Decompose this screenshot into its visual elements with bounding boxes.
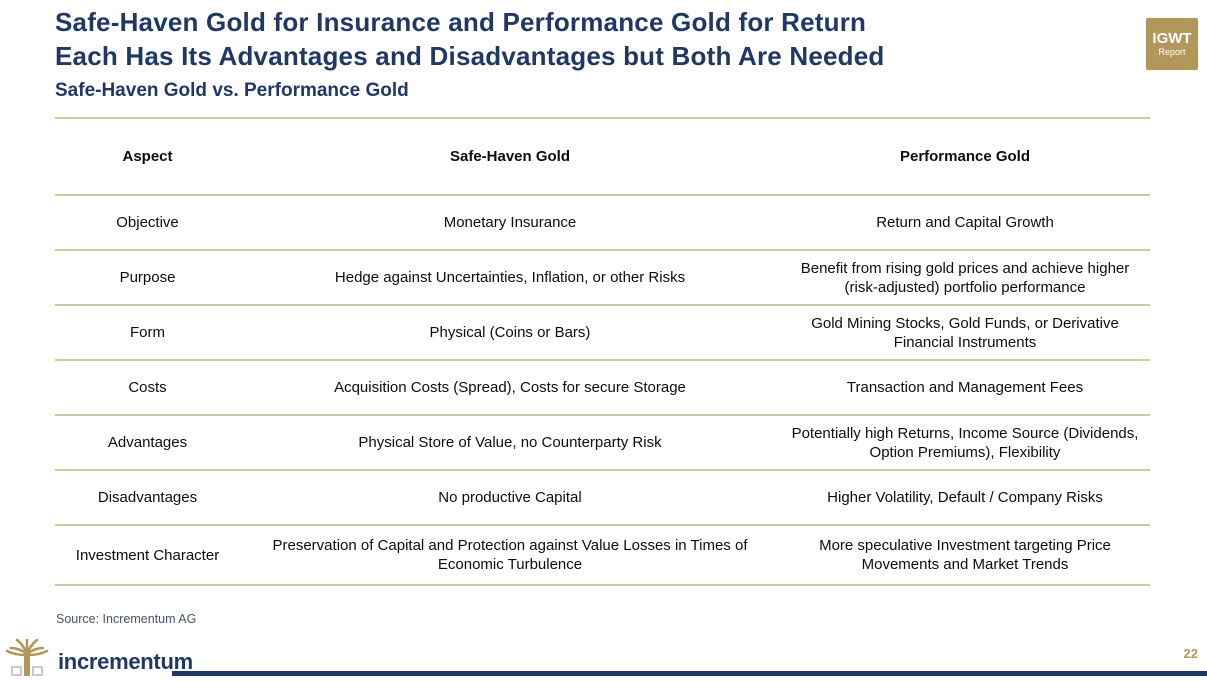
- cell-safe-haven: Physical Store of Value, no Counterparty…: [240, 414, 780, 471]
- table-header-row: Aspect Safe-Haven Gold Performance Gold: [55, 117, 1150, 196]
- source-note: Source: Incrementum AG: [56, 612, 197, 626]
- table-row: Form Physical (Coins or Bars) Gold Mining …: [55, 304, 1150, 361]
- cell-safe-haven: Preservation of Capital and Protection a…: [240, 524, 780, 586]
- cell-performance: Potentially high Returns, Income Source …: [780, 414, 1150, 471]
- column-header-safe-haven-gold: Safe-Haven Gold: [240, 117, 780, 196]
- igwt-report-badge: IGWT Report: [1146, 18, 1198, 70]
- slide-header: Safe-Haven Gold for Insurance and Perfor…: [55, 5, 1095, 102]
- cell-performance: More speculative Investment targeting Pr…: [780, 524, 1150, 586]
- table-row: Investment Character Preservation of Capi…: [55, 524, 1150, 586]
- comparison-table: Aspect Safe-Haven Gold Performance Gold …: [55, 117, 1150, 586]
- cell-safe-haven: No productive Capital: [240, 469, 780, 526]
- cell-performance: Transaction and Management Fees: [780, 359, 1150, 416]
- cell-performance: Benefit from rising gold prices and achi…: [780, 249, 1150, 306]
- cell-aspect: Purpose: [55, 249, 240, 306]
- tree-logo-icon: [5, 638, 49, 681]
- title-line-1: Safe-Haven Gold for Insurance and Perfor…: [55, 7, 867, 37]
- cell-aspect: Disadvantages: [55, 469, 240, 526]
- logo-wordmark: incrementum: [58, 648, 193, 674]
- cell-aspect: Objective: [55, 194, 240, 251]
- page-subtitle: Safe-Haven Gold vs. Performance Gold: [55, 80, 409, 101]
- table-row: Costs Acquisition Costs (Spread), Costs f…: [55, 359, 1150, 416]
- comparison-table-container: Aspect Safe-Haven Gold Performance Gold …: [55, 117, 1150, 586]
- table-row: Purpose Hedge against Uncertainties, Infl…: [55, 249, 1150, 306]
- table-row: Objective Monetary Insurance Return and Ca…: [55, 194, 1150, 251]
- badge-line-2: Report: [1158, 46, 1186, 57]
- title-line-2: Each Has Its Advantages and Disadvantage…: [55, 41, 885, 71]
- table-body: Objective Monetary Insurance Return and Ca…: [55, 194, 1150, 586]
- cell-aspect: Investment Character: [55, 524, 240, 586]
- cell-performance: Gold Mining Stocks, Gold Funds, or Deriv…: [780, 304, 1150, 361]
- column-header-aspect: Aspect: [55, 117, 240, 196]
- cell-aspect: Form: [55, 304, 240, 361]
- footer-bar: [172, 671, 1207, 676]
- incrementum-logo: incrementum: [5, 638, 193, 681]
- cell-safe-haven: Physical (Coins or Bars): [240, 304, 780, 361]
- table-row: Advantages Physical Store of Value, no Co…: [55, 414, 1150, 471]
- cell-safe-haven: Hedge against Uncertainties, Inflation, …: [240, 249, 780, 306]
- cell-performance: Return and Capital Growth: [780, 194, 1150, 251]
- cell-safe-haven: Acquisition Costs (Spread), Costs for se…: [240, 359, 780, 416]
- table-row: Disadvantages No productive Capital Higher…: [55, 469, 1150, 526]
- cell-performance: Higher Volatility, Default / Company Ris…: [780, 469, 1150, 526]
- page-number: 22: [1183, 646, 1198, 661]
- page-title: Safe-Haven Gold for Insurance and Perfor…: [55, 5, 1095, 73]
- column-header-performance-gold: Performance Gold: [780, 117, 1150, 196]
- cell-safe-haven: Monetary Insurance: [240, 194, 780, 251]
- cell-aspect: Costs: [55, 359, 240, 416]
- badge-line-1: IGWT: [1152, 29, 1192, 47]
- cell-aspect: Advantages: [55, 414, 240, 471]
